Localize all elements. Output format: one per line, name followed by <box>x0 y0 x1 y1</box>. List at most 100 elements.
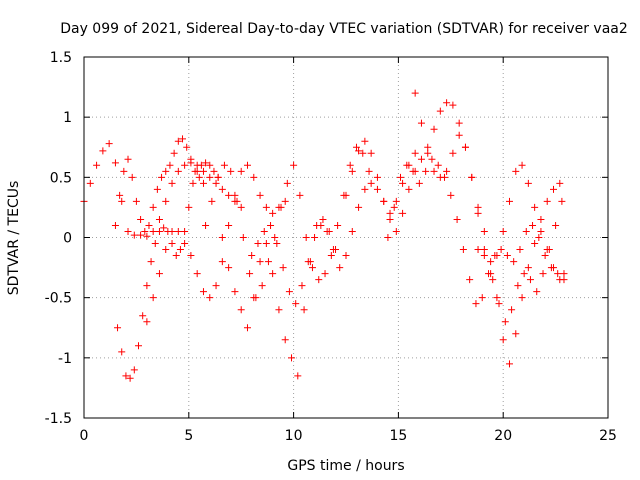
data-point <box>118 198 125 205</box>
data-point <box>150 294 157 301</box>
data-point <box>537 228 544 235</box>
data-point <box>133 198 140 205</box>
data-point <box>156 228 163 235</box>
data-point <box>556 276 563 283</box>
data-point <box>361 138 368 145</box>
data-point <box>290 162 297 169</box>
data-point <box>282 198 289 205</box>
data-point <box>137 216 144 223</box>
data-point <box>219 258 226 265</box>
data-point <box>269 210 276 217</box>
data-point <box>431 168 438 175</box>
data-point <box>558 198 565 205</box>
data-point <box>542 252 549 259</box>
data-point <box>162 168 169 175</box>
data-point <box>294 372 301 379</box>
data-point <box>412 150 419 157</box>
data-point <box>533 288 540 295</box>
data-point <box>328 252 335 259</box>
vtec-chart: Day 099 of 2021, Sidereal Day-to-day VTE… <box>0 0 640 480</box>
data-point <box>93 162 100 169</box>
data-point <box>238 168 245 175</box>
chart-title: Day 099 of 2021, Sidereal Day-to-day VTE… <box>60 21 628 37</box>
data-point <box>248 252 255 259</box>
data-point <box>449 102 456 109</box>
data-point <box>393 198 400 205</box>
data-point <box>137 232 144 239</box>
data-point <box>112 222 119 229</box>
data-point <box>504 252 511 259</box>
grid-layer <box>84 57 608 418</box>
data-point <box>355 204 362 211</box>
data-point <box>481 252 488 259</box>
data-point <box>443 99 450 106</box>
data-point <box>169 228 176 235</box>
data-point <box>397 174 404 181</box>
data-point <box>263 204 270 211</box>
data-point <box>169 240 176 247</box>
data-point <box>437 108 444 115</box>
series-sat-e <box>202 144 372 301</box>
data-point <box>125 156 132 163</box>
x-tick-label: 0 <box>80 428 89 444</box>
data-point <box>175 228 182 235</box>
data-point <box>496 300 503 307</box>
data-point <box>521 270 528 277</box>
data-point <box>456 132 463 139</box>
data-point <box>506 198 513 205</box>
data-point <box>447 192 454 199</box>
data-point <box>361 186 368 193</box>
data-point <box>231 192 238 199</box>
y-axis-label: SDTVAR / TECUs <box>6 181 22 296</box>
data-point <box>139 312 146 319</box>
data-point <box>303 234 310 241</box>
data-point <box>550 186 557 193</box>
data-point <box>120 168 127 175</box>
data-point <box>158 174 165 181</box>
data-point <box>240 234 247 241</box>
data-point <box>221 162 228 169</box>
data-point <box>227 168 234 175</box>
data-point <box>431 126 438 133</box>
data-point <box>556 180 563 187</box>
data-point <box>246 270 253 277</box>
data-point <box>129 174 136 181</box>
data-point <box>301 306 308 313</box>
series-sat-k <box>475 162 568 283</box>
y-tick-label: 1 <box>63 110 72 126</box>
points-layer <box>81 90 568 382</box>
data-point <box>489 276 496 283</box>
data-point <box>210 168 217 175</box>
data-point <box>519 294 526 301</box>
data-point <box>387 216 394 223</box>
data-point <box>428 156 435 163</box>
x-tick-label: 25 <box>599 428 617 444</box>
data-point <box>257 258 264 265</box>
data-point <box>267 222 274 229</box>
data-point <box>271 234 278 241</box>
data-point <box>384 234 391 241</box>
data-point <box>418 120 425 127</box>
data-point <box>437 174 444 181</box>
data-point <box>554 270 561 277</box>
data-point <box>225 192 232 199</box>
data-point <box>261 228 268 235</box>
data-point <box>449 150 456 157</box>
data-point <box>189 180 196 187</box>
data-point <box>244 324 251 331</box>
data-point <box>368 180 375 187</box>
data-point <box>156 270 163 277</box>
data-point <box>135 342 142 349</box>
data-point <box>510 258 517 265</box>
data-point <box>531 240 538 247</box>
data-point <box>175 168 182 175</box>
data-point <box>456 120 463 127</box>
data-point <box>286 288 293 295</box>
data-point <box>169 180 176 187</box>
data-point <box>540 270 547 277</box>
data-point <box>202 222 209 229</box>
data-point <box>466 276 473 283</box>
data-point <box>523 228 530 235</box>
data-point <box>500 336 507 343</box>
data-point <box>148 258 155 265</box>
